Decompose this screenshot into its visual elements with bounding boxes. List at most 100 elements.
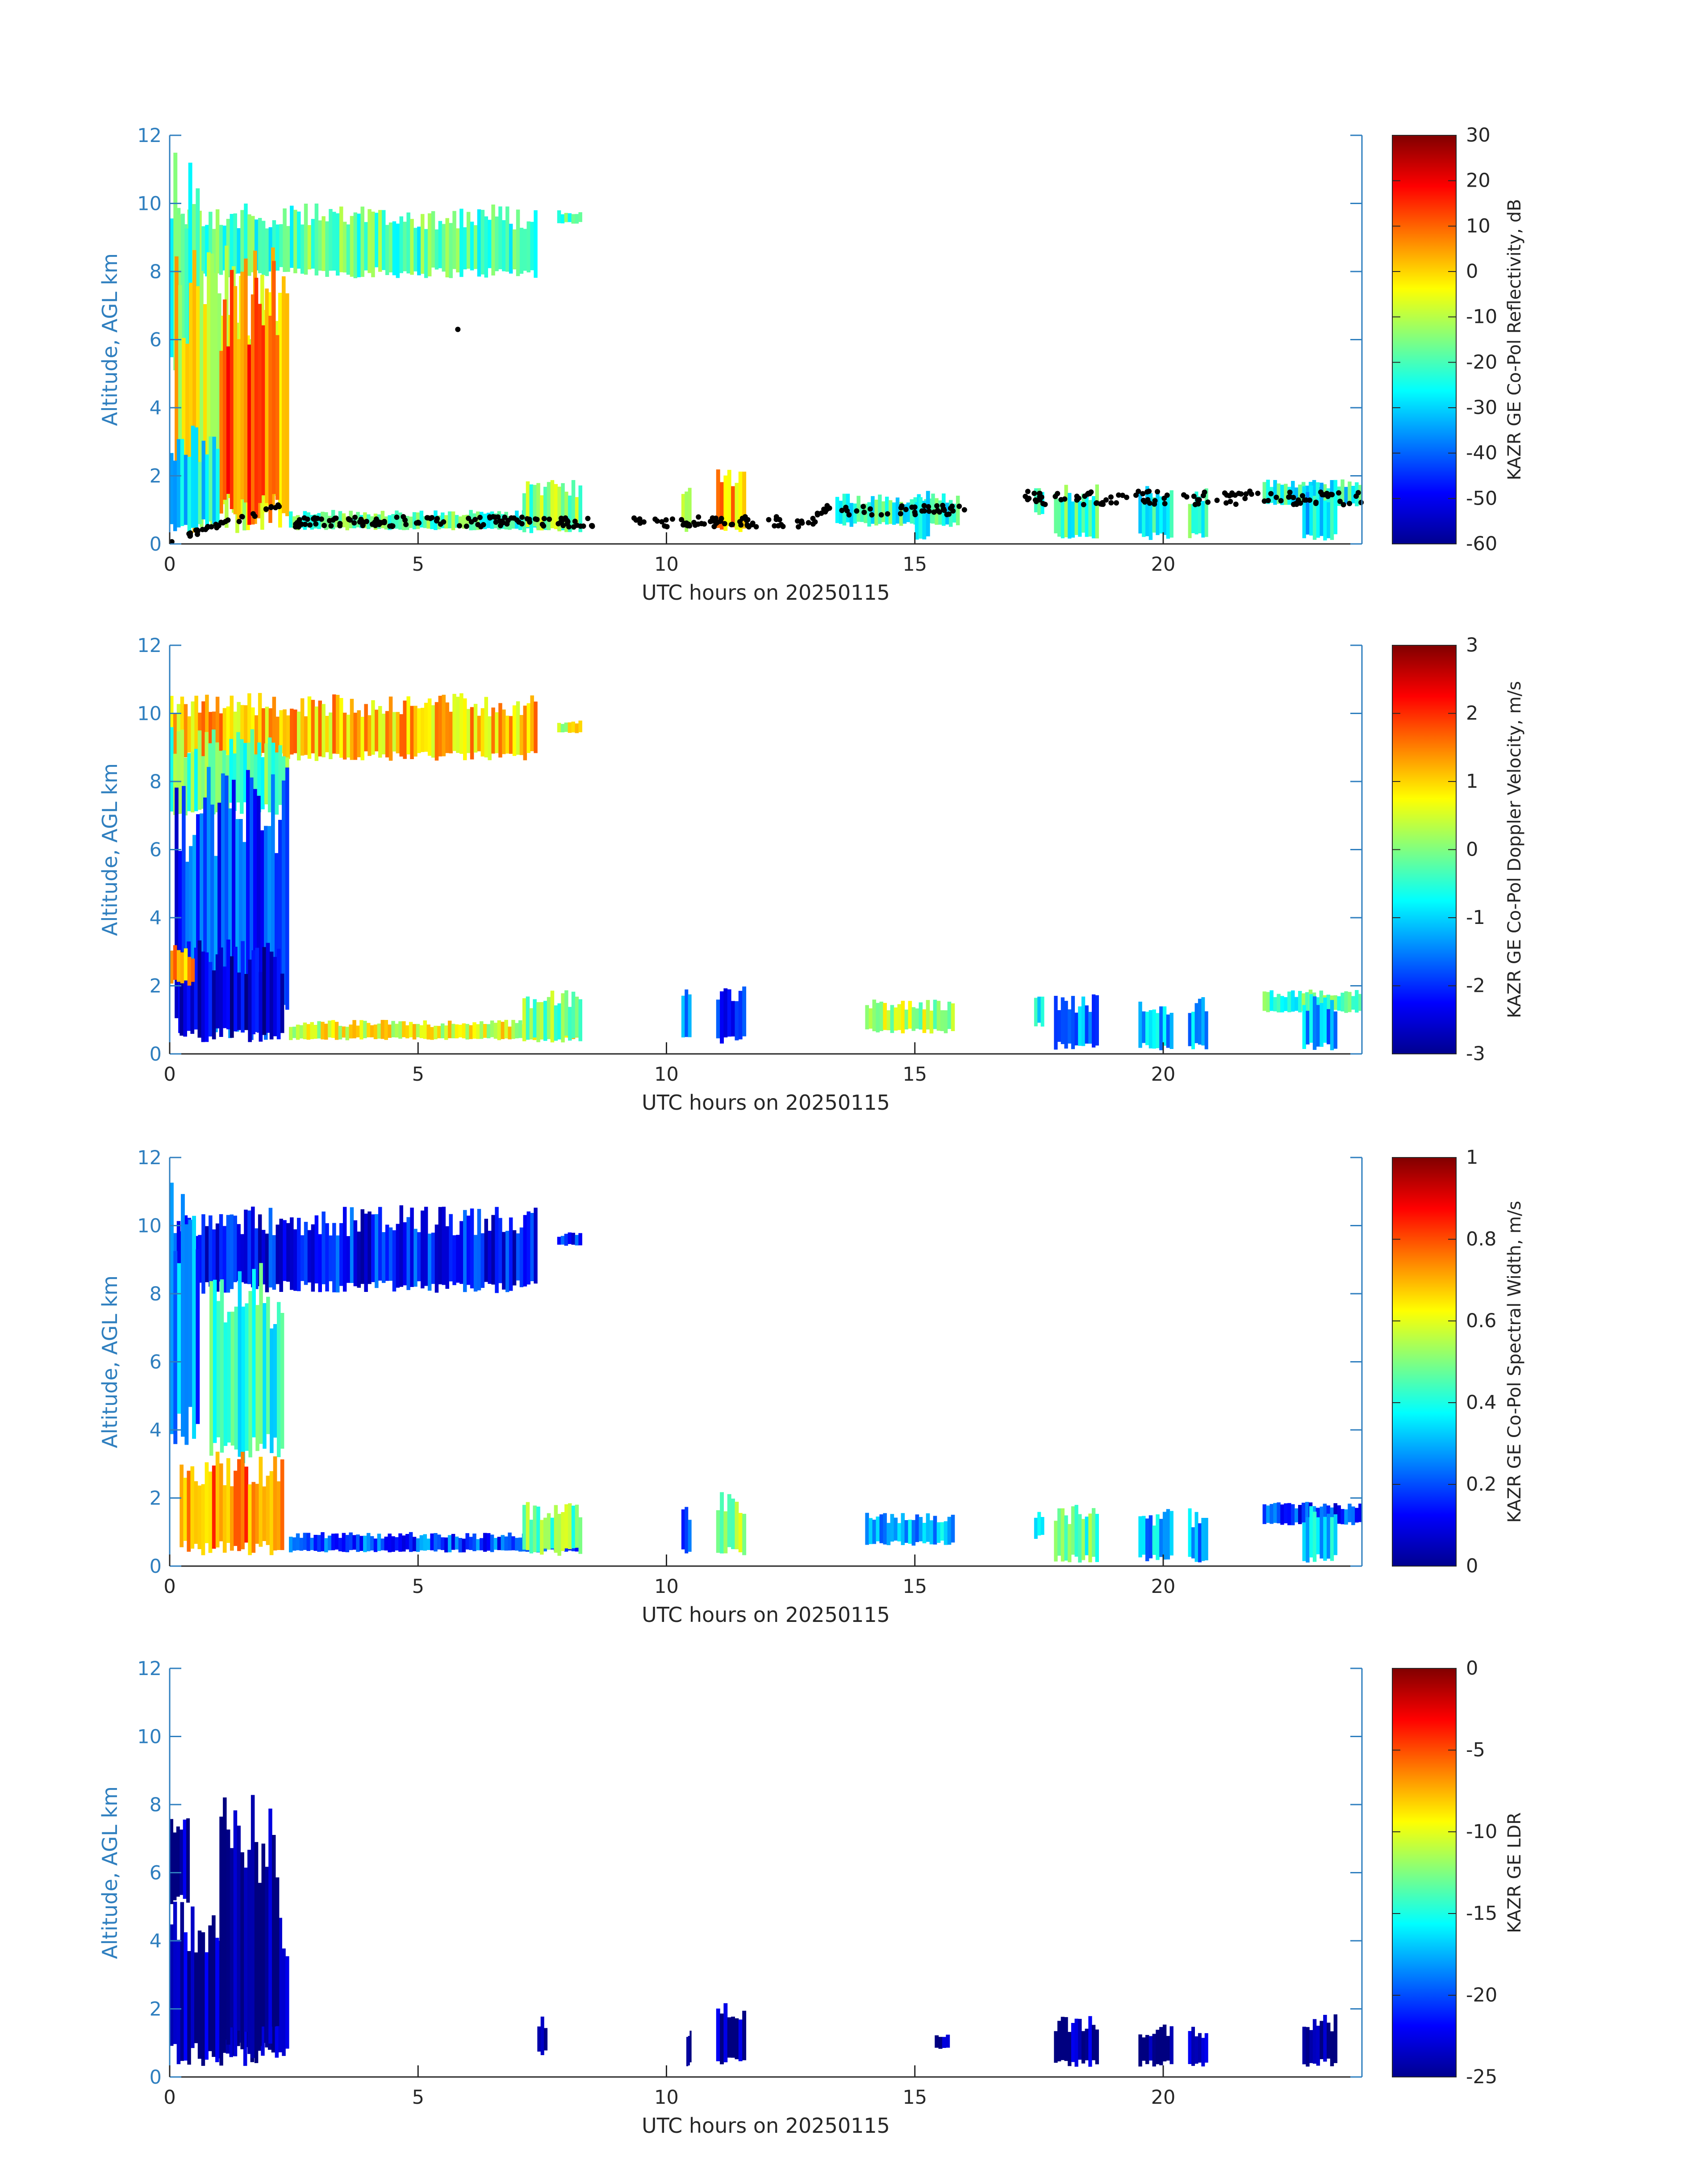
cloud-base-dot (1307, 497, 1312, 503)
radar-echo (192, 1216, 196, 1439)
radar-echo (350, 698, 354, 760)
radar-echo (501, 1535, 505, 1550)
radar-echo (380, 1020, 385, 1039)
radar-echo (382, 1232, 386, 1283)
radar-echo (187, 716, 192, 753)
radar-echo (233, 213, 237, 274)
radar-echo (180, 952, 184, 1036)
radar-echo (452, 1235, 456, 1285)
radar-echo (1092, 1508, 1096, 1557)
radar-echo (1355, 1508, 1359, 1523)
radar-echo (1074, 500, 1078, 535)
radar-echo (198, 210, 202, 274)
radar-echo (413, 706, 418, 757)
y-tick-label: 4 (150, 397, 162, 419)
radar-echo (540, 1520, 544, 1555)
radar-echo (279, 1219, 283, 1292)
radar-echo (1162, 1512, 1167, 1560)
colorbar-tick-label: -2 (1466, 975, 1485, 997)
y-tick-label: 10 (137, 1726, 162, 1748)
radar-echo (371, 211, 375, 277)
radar-echo (209, 1215, 213, 1287)
radar-echo (1061, 997, 1065, 1045)
radar-echo (447, 511, 452, 529)
radar-echo (470, 707, 474, 760)
radar-echo (742, 1513, 747, 1555)
radar-echo (299, 1538, 304, 1551)
y-tick-label: 10 (137, 703, 162, 725)
colorbar-tick-label: -5 (1466, 1739, 1485, 1761)
cloud-base-dot (663, 517, 669, 523)
cloud-base-dot (346, 517, 352, 522)
radar-echo (209, 436, 213, 521)
radar-echo (1273, 997, 1277, 1011)
cloud-base-dot (950, 508, 956, 514)
radar-echo (557, 1514, 561, 1556)
radar-echo (1327, 1513, 1331, 1559)
radar-echo (180, 729, 184, 814)
radar-echo (1068, 1009, 1072, 1044)
radar-echo (187, 753, 191, 811)
radar-echo (177, 1263, 181, 1414)
radar-echo (388, 222, 393, 272)
radar-echo (1092, 994, 1096, 1048)
radar-echo (239, 819, 243, 1028)
cloud-base-dot (466, 515, 472, 521)
radar-echo (328, 1020, 332, 1038)
radar-echo (447, 1535, 452, 1553)
radar-echo (530, 1213, 534, 1281)
x-tick-label: 10 (654, 1063, 679, 1086)
radar-echo (317, 1021, 321, 1039)
y-tick-label: 8 (150, 771, 162, 793)
radar-echo (486, 513, 491, 528)
radar-echo (1330, 1000, 1334, 1050)
radar-echo (1148, 493, 1153, 540)
cloud-base-dot (750, 520, 756, 526)
radar-echo (225, 775, 229, 1028)
cloud-base-dot (1291, 501, 1297, 507)
cloud-base-dot (1192, 501, 1198, 507)
y-tick-label: 2 (150, 1998, 162, 2021)
y-tick-label: 2 (150, 465, 162, 488)
cloud-base-dot (1318, 489, 1324, 495)
radar-echo (444, 1537, 448, 1553)
radar-echo (1201, 501, 1205, 538)
radar-echo (1194, 2036, 1199, 2064)
radar-echo (262, 947, 267, 1035)
cloud-base-dot (585, 516, 591, 521)
radar-echo (1323, 500, 1327, 541)
radar-echo (423, 516, 427, 528)
y-tick-label: 4 (150, 1930, 162, 1952)
radar-echo (933, 999, 937, 1029)
cloud-base-dot (745, 517, 751, 522)
radar-echo (318, 700, 322, 756)
x-tick-label: 15 (902, 1575, 927, 1598)
radar-echo (1054, 996, 1058, 1050)
radar-echo (735, 2018, 739, 2060)
radar-echo (276, 224, 280, 271)
radar-echo (427, 213, 432, 276)
radar-echo (170, 1819, 173, 1904)
radar-echo (313, 1025, 317, 1039)
radar-echo (173, 714, 177, 760)
radar-echo (272, 261, 276, 494)
radar-echo (289, 511, 293, 528)
radar-echo (219, 225, 223, 275)
cloud-base-dot (682, 520, 688, 526)
radar-echo (272, 1235, 276, 1290)
radar-echo (388, 1024, 392, 1038)
radar-echo (230, 956, 234, 1038)
radar-echo (1088, 2016, 1092, 2067)
radar-echo (508, 1532, 512, 1550)
radar-echo (349, 1024, 353, 1039)
radar-echo (367, 1533, 371, 1551)
radar-echo (1057, 498, 1061, 537)
radar-echo (484, 697, 488, 758)
radar-echo (951, 1003, 955, 1031)
radar-echo (331, 1534, 335, 1550)
radar-echo (742, 986, 747, 1036)
radar-echo (207, 767, 211, 1008)
radar-echo (176, 1939, 181, 2064)
radar-echo (240, 1852, 244, 2049)
radar-echo (416, 1024, 420, 1037)
